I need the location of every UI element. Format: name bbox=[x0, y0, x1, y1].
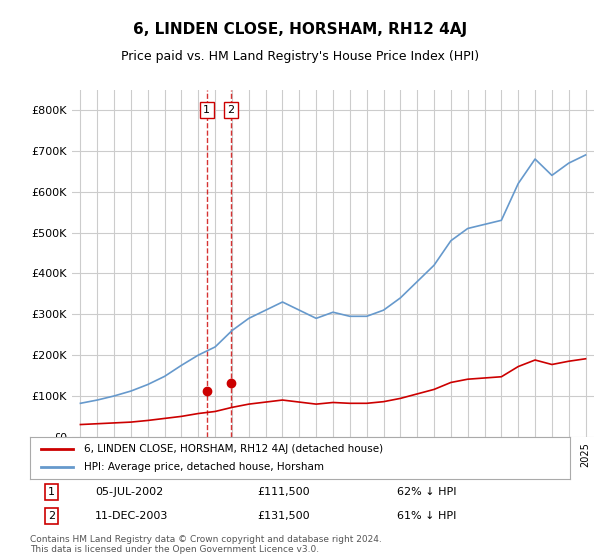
Text: 2: 2 bbox=[48, 511, 55, 521]
Text: £131,500: £131,500 bbox=[257, 511, 310, 521]
Text: Price paid vs. HM Land Registry's House Price Index (HPI): Price paid vs. HM Land Registry's House … bbox=[121, 50, 479, 63]
Text: 1: 1 bbox=[203, 105, 210, 115]
Text: HPI: Average price, detached house, Horsham: HPI: Average price, detached house, Hors… bbox=[84, 462, 324, 472]
Text: 62% ↓ HPI: 62% ↓ HPI bbox=[397, 487, 457, 497]
Text: 6, LINDEN CLOSE, HORSHAM, RH12 4AJ: 6, LINDEN CLOSE, HORSHAM, RH12 4AJ bbox=[133, 22, 467, 38]
Text: Contains HM Land Registry data © Crown copyright and database right 2024.
This d: Contains HM Land Registry data © Crown c… bbox=[30, 535, 382, 554]
Text: 61% ↓ HPI: 61% ↓ HPI bbox=[397, 511, 457, 521]
Text: 05-JUL-2002: 05-JUL-2002 bbox=[95, 487, 163, 497]
Text: 1: 1 bbox=[48, 487, 55, 497]
Text: 2: 2 bbox=[227, 105, 234, 115]
Text: 6, LINDEN CLOSE, HORSHAM, RH12 4AJ (detached house): 6, LINDEN CLOSE, HORSHAM, RH12 4AJ (deta… bbox=[84, 444, 383, 454]
Text: 11-DEC-2003: 11-DEC-2003 bbox=[95, 511, 168, 521]
Text: £111,500: £111,500 bbox=[257, 487, 310, 497]
